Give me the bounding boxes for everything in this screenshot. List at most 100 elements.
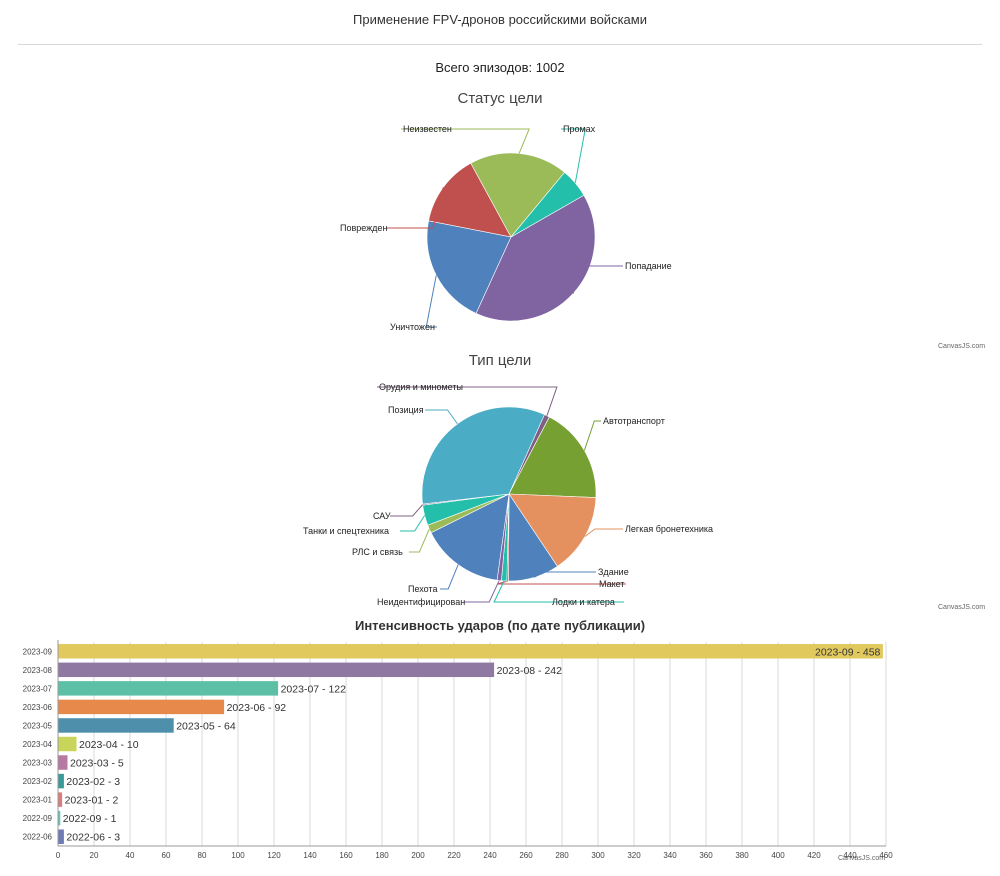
pie-leader-2-2 (584, 528, 623, 537)
pie-label-1-0: Попадание (625, 261, 672, 271)
x-tick-label: 200 (411, 851, 425, 860)
x-tick-label: 80 (198, 851, 207, 860)
pie-label-2-0: Орудия и минометы (379, 382, 463, 392)
pie-slice-1-0[interactable] (475, 194, 596, 322)
y-tick-label: 2023-03 (23, 759, 53, 768)
bar-data-label: 2023-06 - 92 (227, 702, 287, 714)
x-tick-label: 320 (627, 851, 641, 860)
chart-title-intensity: Интенсивность ударов (по дате публикации… (354, 618, 646, 633)
pie-label-1-4: Промах (563, 124, 596, 134)
pie-label-2-4: Макет (599, 579, 624, 589)
x-tick-label: 240 (483, 851, 497, 860)
chart-title-type: Тип цели (468, 352, 532, 369)
y-tick-label: 2023-02 (23, 777, 53, 786)
x-tick-label: 60 (162, 851, 171, 860)
y-tick-label: 2023-07 (23, 684, 53, 693)
total-episodes: Всего эпизодов: 1002 (435, 60, 565, 75)
pie-label-2-1: Автотранспорт (603, 416, 665, 426)
bar-2023-01[interactable] (58, 792, 63, 807)
x-tick-label: 160 (339, 851, 353, 860)
y-tick-label: 2023-04 (23, 740, 53, 749)
pie-label-2-3: Здание (598, 567, 629, 577)
x-tick-label: 440 (843, 851, 857, 860)
pie-label-1-2: Поврежден (340, 223, 387, 233)
bar-data-label: 2023-07 - 122 (281, 683, 347, 695)
bar-data-label: 2022-06 - 3 (66, 832, 120, 844)
pie-label-2-2: Легкая бронетехника (625, 524, 713, 534)
pie-label-2-8: РЛС и связь (352, 547, 403, 557)
x-tick-label: 220 (447, 851, 461, 860)
pie-leader-2-9 (400, 515, 426, 532)
bar-2023-09[interactable] (58, 644, 883, 659)
bar-data-label: 2023-04 - 10 (79, 739, 139, 751)
x-tick-label: 360 (699, 851, 713, 860)
x-tick-label: 380 (735, 851, 749, 860)
bar-2023-08[interactable] (58, 662, 495, 678)
pie-label-2-6: Неидентифицирован (377, 597, 465, 607)
x-tick-label: 400 (771, 851, 785, 860)
pie-leader-2-8 (409, 528, 430, 553)
bar-2023-05[interactable] (58, 718, 174, 733)
bar-2023-07[interactable] (58, 681, 279, 696)
bar-data-label: 2023-08 - 242 (497, 665, 563, 677)
y-tick-label: 2023-01 (23, 796, 53, 805)
pie-label-2-7: Пехота (408, 584, 438, 594)
pie-leader-2-10 (390, 504, 424, 517)
x-tick-label: 0 (56, 851, 61, 860)
pie-leader-1-2 (387, 187, 444, 229)
chart-credit-1[interactable]: CanvasJS.com (938, 343, 986, 350)
y-tick-label: 2023-05 (23, 721, 53, 730)
x-tick-label: 460 (879, 851, 893, 860)
chart-credit-2[interactable]: CanvasJS.com (938, 604, 986, 611)
pie-slice-2-7[interactable] (430, 493, 510, 581)
pie-leader-2-6 (464, 580, 500, 603)
pie-label-2-11: Позиция (388, 405, 424, 415)
pie-slice-2-2[interactable] (508, 493, 597, 567)
chart-credit-3[interactable]: CanvasJS.com (838, 855, 886, 862)
pie-leader-1-3 (401, 128, 530, 154)
bar-data-label: 2023-01 - 2 (65, 795, 119, 807)
pie-label-2-10: САУ (373, 511, 391, 521)
x-tick-label: 20 (90, 851, 99, 860)
bar-data-label: 2022-09 - 1 (63, 813, 117, 825)
bar-2023-03[interactable] (58, 755, 68, 770)
pie-leader-2-1 (583, 420, 601, 451)
pie-leader-2-5 (493, 580, 624, 603)
y-tick-label: 2022-09 (23, 814, 53, 823)
bar-2022-09[interactable] (58, 810, 61, 826)
pie-slice-2-1[interactable] (508, 416, 597, 498)
x-tick-label: 260 (519, 851, 533, 860)
bar-2023-06[interactable] (58, 699, 225, 715)
x-tick-label: 300 (591, 851, 605, 860)
bar-data-label: 2023-05 - 64 (176, 720, 236, 732)
x-tick-label: 180 (375, 851, 389, 860)
bar-data-label: 2023-03 - 5 (70, 758, 124, 770)
bar-2023-04[interactable] (58, 736, 77, 752)
y-tick-label: 2022-06 (23, 833, 53, 842)
pie-label-1-1: Уничтожен (390, 322, 435, 332)
x-tick-label: 340 (663, 851, 677, 860)
bar-data-label: 2023-02 - 3 (66, 776, 120, 788)
x-tick-label: 280 (555, 851, 569, 860)
x-tick-label: 40 (126, 851, 135, 860)
pie-label-2-9: Танки и спецтехника (303, 526, 389, 536)
chart-title-status: Статус цели (457, 90, 543, 107)
y-tick-label: 2023-06 (23, 703, 53, 712)
pie-leader-2-0 (377, 386, 558, 416)
pie-leader-1-4 (561, 128, 586, 184)
x-tick-label: 100 (231, 851, 245, 860)
pie-leader-2-3 (533, 571, 596, 578)
pie-leader-2-11 (425, 409, 458, 425)
pie-leader-1-0 (572, 265, 623, 294)
pie-leader-2-7 (440, 564, 459, 590)
pie-label-1-3: Неизвестен (403, 124, 452, 134)
pie-slice-1-1[interactable] (426, 220, 512, 314)
bar-2023-02[interactable] (58, 773, 64, 789)
x-tick-label: 420 (807, 851, 821, 860)
bar-2022-06[interactable] (58, 829, 64, 844)
y-tick-label: 2023-09 (23, 647, 53, 656)
bar-data-label: 2023-09 - 458 (815, 646, 881, 658)
